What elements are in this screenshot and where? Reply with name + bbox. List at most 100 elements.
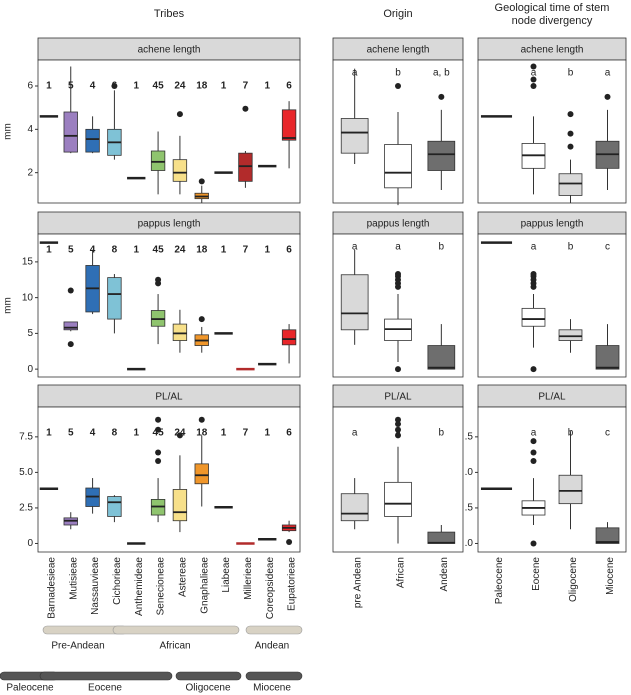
count-label: 5 bbox=[68, 245, 74, 256]
group-letter: c bbox=[605, 428, 610, 439]
outlier bbox=[530, 76, 537, 83]
box bbox=[63, 111, 78, 153]
group-letter: a bbox=[352, 68, 358, 79]
box bbox=[558, 173, 583, 196]
group-label: African bbox=[159, 641, 190, 652]
count-label: 8 bbox=[112, 245, 118, 256]
y-tick-label: .5 bbox=[465, 431, 474, 442]
group-bar bbox=[245, 625, 303, 635]
y-axis-label: mm bbox=[3, 123, 14, 140]
x-tick-label: Gnaphalieae bbox=[199, 557, 210, 614]
outlier bbox=[395, 366, 401, 373]
outlier bbox=[604, 93, 611, 100]
box bbox=[340, 493, 369, 522]
period-label: Paleocene bbox=[6, 683, 54, 694]
box bbox=[521, 307, 546, 327]
plot-area bbox=[37, 59, 301, 204]
group-letter: a bbox=[352, 428, 358, 439]
y-tick-label: 2 bbox=[27, 167, 33, 178]
y-tick-label: 15 bbox=[22, 257, 34, 268]
count-label: 1 bbox=[46, 245, 52, 256]
y-tick-label: .0 bbox=[465, 467, 474, 478]
outlier bbox=[530, 83, 537, 89]
box bbox=[172, 489, 188, 522]
count-label: 45 bbox=[153, 81, 165, 92]
period-label: Oligocene bbox=[185, 683, 230, 694]
x-tick-label: Senecioneae bbox=[156, 557, 167, 616]
count-label: 1 bbox=[46, 81, 52, 92]
x-tick-label: Oligocene bbox=[568, 557, 579, 602]
outlier bbox=[67, 341, 74, 348]
column-title: Geological time of stem node divergency bbox=[494, 2, 610, 27]
count-label: 4 bbox=[90, 428, 96, 439]
count-label: 4 bbox=[90, 245, 96, 256]
box bbox=[340, 274, 369, 331]
outlier bbox=[395, 83, 401, 89]
group-letter: a bbox=[395, 242, 401, 253]
panel-title: PL/AL bbox=[155, 392, 183, 403]
count-label: 1 bbox=[264, 428, 270, 439]
x-tick-label: Eupatorieae bbox=[287, 557, 298, 611]
outlier bbox=[242, 105, 249, 112]
group-letter: a bbox=[531, 68, 537, 79]
count-label: 5 bbox=[68, 428, 74, 439]
y-tick-label: 5.0 bbox=[19, 467, 33, 478]
x-tick-label: Nassauvieae bbox=[90, 557, 101, 615]
panel-title: achene length bbox=[521, 45, 584, 56]
panel-title: pappus length bbox=[367, 219, 430, 230]
x-tick-label: Paleocene bbox=[494, 557, 505, 605]
group-letter: a bbox=[352, 242, 358, 253]
outlier bbox=[530, 271, 537, 278]
count-label: 7 bbox=[243, 81, 249, 92]
outlier bbox=[286, 539, 293, 546]
outlier bbox=[530, 63, 537, 70]
box bbox=[595, 345, 620, 370]
count-label: 45 bbox=[153, 428, 165, 439]
outlier bbox=[155, 426, 162, 433]
period-bar bbox=[175, 671, 242, 681]
group-letter: b bbox=[439, 242, 445, 253]
y-tick-label: 2.5 bbox=[19, 503, 33, 514]
box bbox=[238, 152, 253, 182]
period-label: Miocene bbox=[253, 683, 291, 694]
plot-area bbox=[37, 406, 301, 553]
count-label: 1 bbox=[46, 428, 52, 439]
outlier bbox=[530, 449, 537, 456]
x-tick-label: Eocene bbox=[531, 557, 542, 591]
box bbox=[194, 463, 209, 485]
outlier bbox=[155, 458, 162, 465]
group-letter: c bbox=[605, 242, 610, 253]
period-label: Eocene bbox=[88, 683, 122, 694]
group-letter: b bbox=[568, 428, 574, 439]
panel-title: achene length bbox=[138, 45, 201, 56]
group-letter: a bbox=[531, 428, 537, 439]
y-tick-label: 10 bbox=[22, 292, 34, 303]
count-label: 1 bbox=[133, 428, 139, 439]
y-tick-label: 7.5 bbox=[19, 431, 33, 442]
outlier bbox=[176, 432, 183, 439]
panel-title: PL/AL bbox=[538, 392, 566, 403]
box bbox=[281, 329, 297, 346]
count-label: 24 bbox=[174, 245, 186, 256]
x-tick-label: Barnadesieae bbox=[47, 557, 58, 619]
count-label: 1 bbox=[221, 428, 227, 439]
box bbox=[172, 323, 188, 341]
box bbox=[150, 150, 166, 171]
x-tick-label: Astereae bbox=[178, 557, 189, 597]
outlier bbox=[155, 449, 162, 456]
period-bar bbox=[39, 671, 173, 681]
count-label: 6 bbox=[286, 81, 292, 92]
outlier bbox=[567, 130, 574, 137]
group-letter: a bbox=[605, 68, 611, 79]
outlier bbox=[395, 271, 401, 278]
box bbox=[281, 109, 297, 141]
count-label: 1 bbox=[221, 81, 227, 92]
outlier bbox=[67, 287, 74, 294]
panel-title: pappus length bbox=[521, 219, 584, 230]
count-label: 1 bbox=[133, 81, 139, 92]
y-tick-label: .5 bbox=[465, 503, 474, 514]
box bbox=[427, 140, 456, 171]
box bbox=[384, 481, 412, 517]
